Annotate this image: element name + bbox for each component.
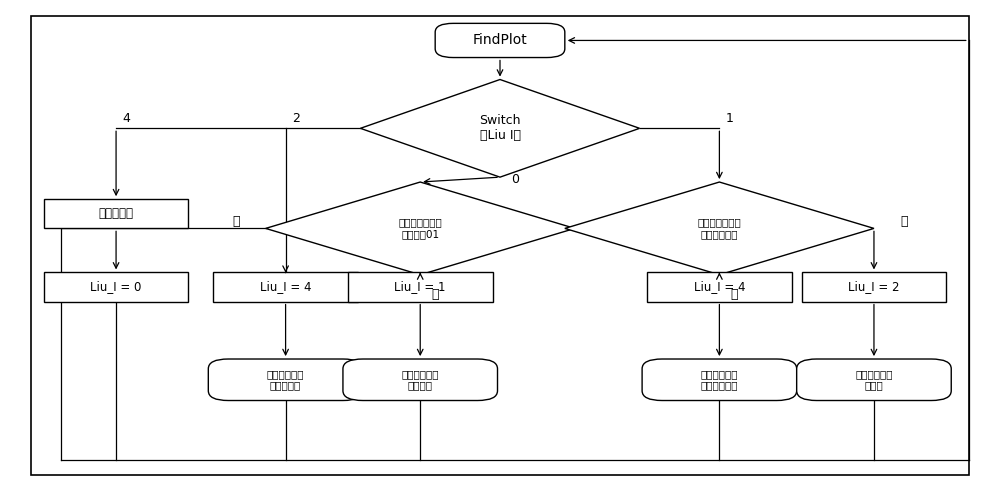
Text: 当前毛刺点数小
于后一段点数: 当前毛刺点数小 于后一段点数 xyxy=(698,218,741,239)
Polygon shape xyxy=(360,80,640,177)
FancyBboxPatch shape xyxy=(642,359,797,401)
FancyBboxPatch shape xyxy=(44,199,188,228)
Text: 0: 0 xyxy=(511,173,519,186)
FancyBboxPatch shape xyxy=(213,273,358,301)
Text: 2: 2 xyxy=(292,112,300,125)
Text: Switch
（Liu I）: Switch （Liu I） xyxy=(479,114,521,142)
Text: 将毛刺和后两
点相加输出: 将毛刺和后两 点相加输出 xyxy=(267,369,304,390)
Text: 点数小于阈値且
状态不为01: 点数小于阈値且 状态不为01 xyxy=(398,218,442,239)
FancyBboxPatch shape xyxy=(343,359,498,401)
FancyBboxPatch shape xyxy=(44,273,188,301)
Polygon shape xyxy=(565,182,874,275)
Text: FindPlot: FindPlot xyxy=(473,33,527,48)
Text: 是: 是 xyxy=(731,288,738,301)
Text: Liu_I = 4: Liu_I = 4 xyxy=(260,280,311,294)
Text: 是: 是 xyxy=(431,288,439,301)
Text: 否: 否 xyxy=(232,215,239,228)
Text: 将毛刺前一个
点输出: 将毛刺前一个 点输出 xyxy=(855,369,893,390)
Polygon shape xyxy=(266,182,575,275)
FancyBboxPatch shape xyxy=(208,359,363,401)
Text: 否: 否 xyxy=(900,215,908,228)
FancyBboxPatch shape xyxy=(435,24,565,57)
Text: Liu_I = 4: Liu_I = 4 xyxy=(694,280,745,294)
FancyBboxPatch shape xyxy=(647,273,792,301)
Text: 将毛刺和前后
两点相加输出: 将毛刺和前后 两点相加输出 xyxy=(701,369,738,390)
Text: 存储当前点: 存储当前点 xyxy=(99,207,134,220)
Text: Liu_I = 1: Liu_I = 1 xyxy=(394,280,446,294)
Text: 4: 4 xyxy=(122,112,130,125)
FancyBboxPatch shape xyxy=(802,273,946,301)
FancyBboxPatch shape xyxy=(348,273,493,301)
Text: Liu_I = 2: Liu_I = 2 xyxy=(848,280,900,294)
Text: 将当前点前一
个点输出: 将当前点前一 个点输出 xyxy=(401,369,439,390)
FancyBboxPatch shape xyxy=(797,359,951,401)
Text: 1: 1 xyxy=(725,112,733,125)
Text: Liu_I = 0: Liu_I = 0 xyxy=(90,280,142,294)
